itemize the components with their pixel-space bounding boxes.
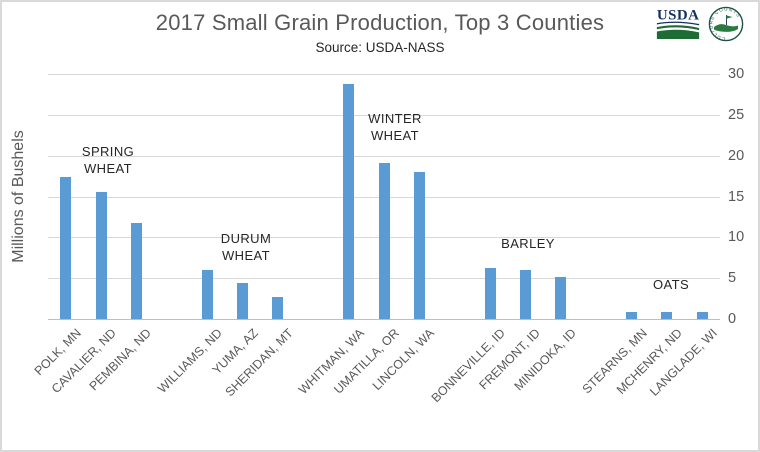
usda-logo-text: USDA (657, 8, 699, 24)
gridline (48, 114, 720, 116)
bar (626, 312, 638, 319)
y-axis-tick-label: 10 (728, 229, 745, 246)
group-label: BARLEY (501, 235, 555, 252)
group-label-line: WHEAT (222, 248, 270, 263)
bar (484, 268, 496, 319)
group-label-line: DURUM (220, 231, 272, 246)
y-axis-tick-label: 5 (728, 270, 737, 287)
bar (343, 84, 355, 319)
y-axis-tick-label: 25 (728, 106, 745, 123)
y-axis-tick-label: 0 (728, 311, 737, 327)
group-label-line: BARLEY (501, 236, 555, 251)
bar (272, 297, 284, 319)
bar (661, 312, 673, 319)
nass-seal-icon: AGRICULTURE COUNTS (708, 6, 744, 42)
y-axis-tick-label: 30 (728, 66, 745, 82)
group-label-line: SPRING (81, 144, 135, 159)
bar (201, 270, 213, 319)
chart-subtitle: Source: USDA-NASS (315, 40, 445, 55)
usda-logo-icon: USDA (656, 8, 700, 39)
group-label-line: WHEAT (371, 128, 419, 143)
bar (378, 163, 390, 319)
x-axis-line (48, 319, 720, 320)
y-axis-title: Millions of Bushels (10, 130, 27, 263)
y-axis-tick-label: 15 (728, 188, 745, 205)
bar (130, 223, 142, 319)
bar (555, 277, 567, 319)
bar (519, 270, 531, 319)
group-label: DURUM WHEAT (221, 230, 271, 264)
bar (237, 283, 249, 319)
logo-group: USDA AGRICULTURE COUNTS (656, 6, 744, 42)
bar (413, 172, 425, 319)
gridline (48, 155, 720, 157)
gridline (48, 74, 720, 75)
bar (696, 312, 708, 319)
group-label-line: WHEAT (84, 161, 132, 176)
bar (95, 192, 107, 319)
chart-title: 2017 Small Grain Production, Top 3 Count… (155, 10, 605, 35)
group-label: OATS (653, 276, 689, 293)
group-label-line: OATS (652, 277, 690, 292)
bar (60, 177, 72, 319)
group-label: SPRING WHEAT (82, 143, 134, 177)
group-label-line: WINTER (368, 111, 422, 126)
group-label: WINTER WHEAT (368, 110, 422, 144)
y-axis-tick-label: 20 (728, 147, 745, 164)
